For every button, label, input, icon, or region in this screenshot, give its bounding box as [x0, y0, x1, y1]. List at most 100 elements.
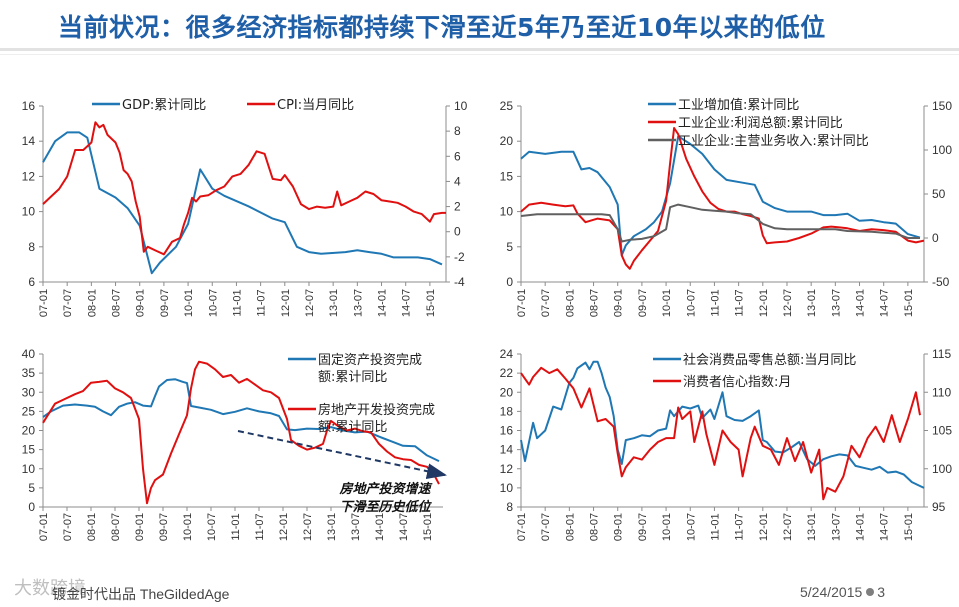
- x-tick-label: 14-07: [401, 289, 413, 317]
- left-tick-label: 15: [22, 443, 36, 457]
- x-tick-label: 07-01: [38, 513, 50, 541]
- left-tick-label: 0: [28, 500, 35, 514]
- x-tick-label: 14-07: [879, 513, 891, 541]
- x-tick-label: 09-07: [159, 289, 171, 317]
- page-title: 当前状况：很多经济指标都持续下滑至近5年乃至近10年以来的低位: [58, 13, 826, 42]
- gdp-cpi-chart: 6 8 10 12 14 16 -4 -2 0 2 4 6 8 10 07-01 07-07 08-01 08-0…: [22, 98, 468, 317]
- legend-label: 消费者信心指数:月: [683, 375, 791, 390]
- left-tick-label: 15: [500, 169, 514, 183]
- x-tick-label: 15-01: [425, 289, 437, 317]
- x-tick-label: 08-07: [111, 289, 123, 317]
- x-tick-label: 15-01: [903, 513, 915, 541]
- legend-label: 固定资产投资完成: [318, 352, 422, 368]
- series-line-red: [520, 127, 925, 270]
- right-tick-label: -4: [454, 275, 465, 289]
- title-divider: [0, 48, 959, 51]
- x-tick-label: 12-07: [304, 289, 316, 317]
- x-tick-label: 07-01: [516, 289, 528, 317]
- right-tick-label: 105: [932, 424, 952, 438]
- x-tick-label: 10-01: [182, 513, 194, 541]
- left-tick-label: 6: [28, 275, 35, 289]
- legend-label: 工业企业:主营业务收入:累计同比: [678, 133, 869, 149]
- legend-label: 工业增加值:累计同比: [678, 97, 799, 113]
- left-tick-label: 40: [22, 347, 36, 361]
- legend-label-cont: 额:累计同比: [318, 370, 387, 385]
- x-tick-label: 07-07: [540, 289, 552, 317]
- x-tick-label: 11-07: [256, 289, 268, 316]
- x-tick-label: 07-01: [38, 289, 50, 317]
- right-tick-label: 50: [932, 187, 946, 201]
- left-tick-label: 10: [500, 481, 514, 495]
- footer-date: 5/24/2015: [800, 584, 863, 600]
- x-tick-label: 09-01: [134, 513, 146, 541]
- annotation-text-cont: 下滑至历史低位: [339, 499, 432, 515]
- x-tick-label: 14-07: [398, 513, 410, 541]
- x-tick-label: 11-07: [734, 513, 746, 540]
- x-tick-label: 07-07: [62, 289, 74, 317]
- x-tick-label: 07-07: [62, 513, 74, 541]
- series-line-blue: [520, 360, 925, 489]
- consumption-chart: 8 10 12 14 16 18 20 22 24 95 100 105 110 115 07-01 07-0…: [500, 347, 953, 541]
- series-line-blue: [520, 135, 921, 257]
- x-tick-label: 14-01: [377, 289, 389, 317]
- legend-label: 社会消费品零售总额:当月同比: [683, 352, 856, 368]
- right-tick-label: -50: [932, 275, 950, 289]
- right-tick-label: 6: [454, 149, 461, 163]
- x-tick-label: 11-01: [231, 289, 243, 316]
- legend-label: 房地产开发投资完成: [318, 402, 435, 418]
- right-tick-label: 0: [932, 231, 939, 245]
- x-tick-label: 08-01: [86, 513, 98, 541]
- industry-chart: 0 5 10 15 20 25 -50 0 50 100 150 07-01 07-07 08-01 08-…: [500, 97, 953, 317]
- x-tick-label: 13-07: [830, 289, 842, 317]
- x-tick-label: 14-01: [855, 513, 867, 541]
- footer-date-page: 5/24/2015 3: [800, 584, 885, 600]
- x-tick-label: 13-07: [350, 513, 362, 541]
- right-tick-label: 115: [932, 347, 951, 361]
- x-tick-label: 10-01: [183, 289, 195, 317]
- series-line-red: [520, 366, 921, 501]
- x-tick-label: 12-01: [280, 289, 292, 317]
- left-tick-label: 5: [506, 240, 513, 254]
- x-tick-label: 11-01: [709, 289, 721, 316]
- right-tick-label: 100: [932, 462, 952, 476]
- x-tick-label: 13-01: [326, 513, 338, 541]
- x-tick-label: 13-01: [328, 289, 340, 317]
- series-line-red: [42, 121, 446, 256]
- left-tick-label: 10: [22, 462, 36, 476]
- left-tick-label: 30: [22, 385, 36, 399]
- watermark-text: 大数跨境: [14, 578, 86, 598]
- footer-brand: 镀金时代出品 TheGildedAge: [52, 586, 230, 602]
- right-tick-label: 100: [932, 143, 952, 157]
- trend-arrow: [237, 430, 447, 480]
- x-tick-label: 13-07: [352, 289, 364, 317]
- left-tick-label: 0: [506, 275, 513, 289]
- right-tick-label: 8: [454, 124, 461, 138]
- x-tick-label: 10-07: [685, 513, 697, 541]
- x-tick-label: 10-07: [685, 289, 697, 317]
- x-tick-label: 12-07: [782, 289, 794, 317]
- x-tick-label: 10-07: [207, 289, 219, 317]
- x-tick-label: 14-01: [855, 289, 867, 317]
- left-tick-label: 18: [500, 404, 514, 418]
- left-tick-label: 25: [22, 404, 36, 418]
- x-tick-label: 13-01: [806, 289, 818, 317]
- right-tick-label: 4: [454, 174, 461, 188]
- legend-label: 工业企业:利润总额:累计同比: [678, 115, 843, 131]
- right-tick-label: 95: [932, 500, 946, 514]
- legend-label-cont: 额:累计同比: [318, 420, 387, 435]
- x-tick-label: 09-07: [637, 289, 649, 317]
- right-tick-label: 10: [454, 99, 468, 113]
- left-tick-label: 24: [500, 347, 514, 361]
- right-tick-label: 0: [454, 225, 461, 239]
- legend-label: CPI:当月同比: [277, 98, 354, 113]
- x-tick-label: 15-01: [422, 513, 434, 541]
- x-tick-label: 09-01: [613, 513, 625, 541]
- left-tick-label: 20: [500, 134, 514, 148]
- x-tick-label: 07-01: [516, 513, 528, 541]
- left-tick-label: 8: [28, 240, 35, 254]
- left-tick-label: 16: [22, 99, 36, 113]
- x-tick-label: 07-07: [540, 513, 552, 541]
- x-tick-label: 12-01: [278, 513, 290, 541]
- right-tick-label: 150: [932, 99, 952, 113]
- x-tick-label: 13-01: [806, 513, 818, 541]
